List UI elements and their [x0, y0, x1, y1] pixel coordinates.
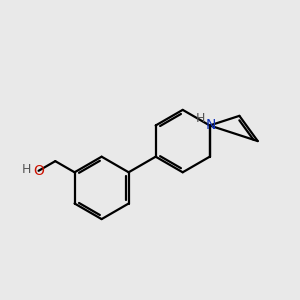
- Text: N: N: [205, 118, 215, 133]
- Text: H: H: [21, 163, 31, 176]
- Text: O: O: [33, 164, 44, 178]
- Text: H: H: [196, 112, 205, 125]
